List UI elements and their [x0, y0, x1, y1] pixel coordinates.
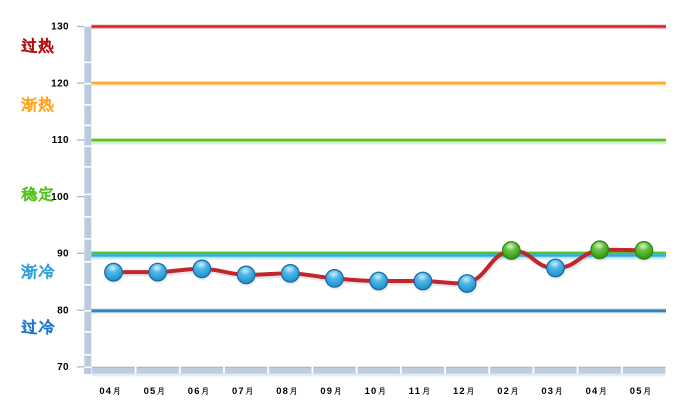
svg-text:120: 120 [51, 78, 69, 89]
svg-text:70: 70 [57, 362, 69, 373]
svg-text:100: 100 [51, 192, 69, 203]
svg-text:04: 04 [586, 385, 599, 396]
svg-text:80: 80 [57, 305, 69, 316]
svg-text:03: 03 [541, 385, 554, 396]
svg-text:02: 02 [497, 385, 510, 396]
svg-text:10: 10 [365, 385, 378, 396]
svg-text:06: 06 [188, 385, 201, 396]
svg-text:05: 05 [144, 385, 157, 396]
svg-text:05: 05 [630, 385, 643, 396]
svg-text:90: 90 [57, 249, 69, 260]
svg-text:11: 11 [409, 385, 421, 396]
svg-text:08: 08 [276, 385, 289, 396]
svg-text:09: 09 [320, 385, 333, 396]
svg-text:04: 04 [99, 385, 112, 396]
svg-text:12: 12 [453, 385, 466, 396]
svg-text:110: 110 [52, 135, 69, 146]
svg-text:130: 130 [51, 22, 69, 33]
svg-text:07: 07 [232, 385, 245, 396]
